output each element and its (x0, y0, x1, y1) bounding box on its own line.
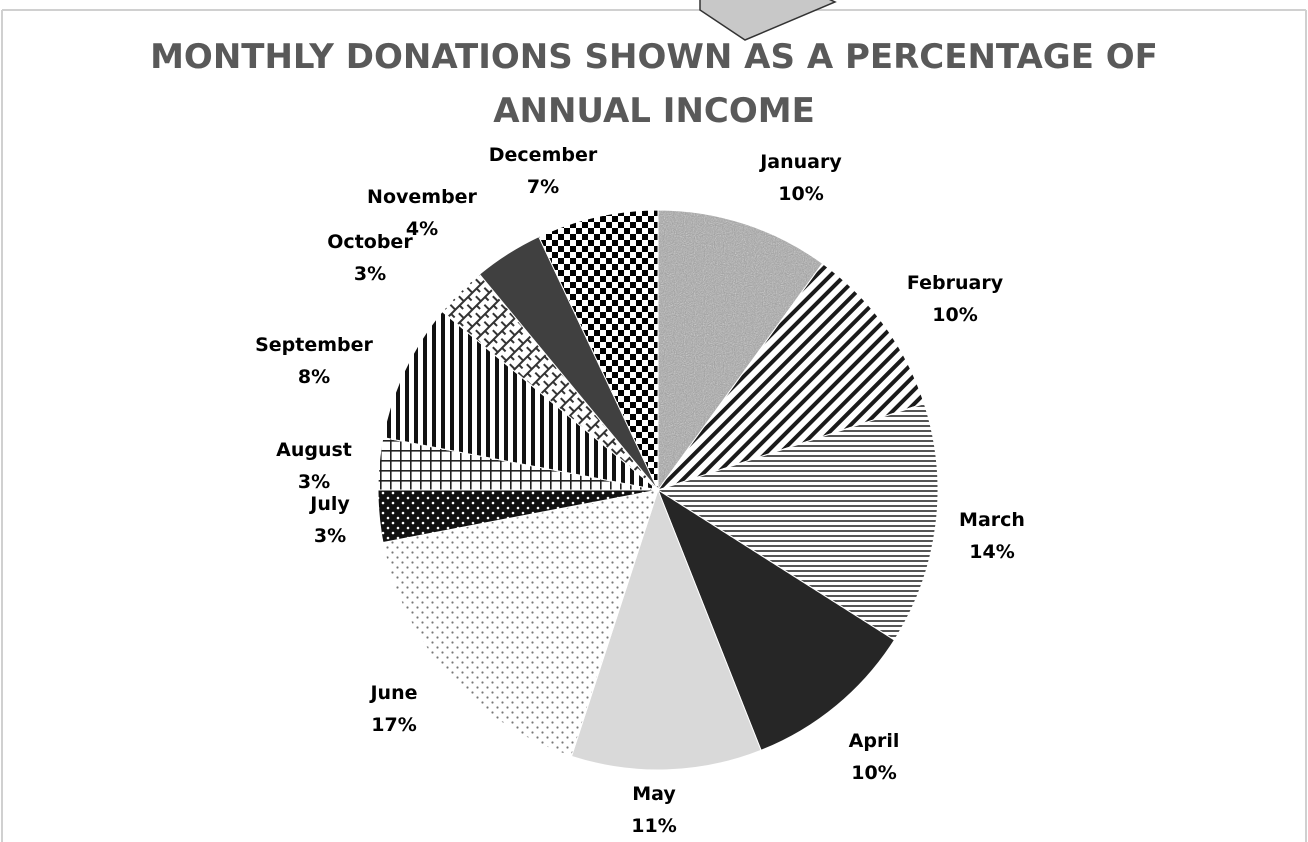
slice-value-october: 3% (354, 263, 386, 285)
slice-value-september: 8% (298, 366, 330, 388)
slice-value-may: 11% (631, 815, 676, 837)
slice-label-january: January (758, 151, 842, 173)
slice-label-may: May (632, 783, 676, 805)
chart-title-line-2: ANNUAL INCOME (493, 91, 815, 131)
slice-label-december: December (489, 144, 598, 166)
slice-label-july: July (308, 493, 350, 515)
slice-value-november: 4% (406, 218, 438, 240)
slice-label-november: November (367, 186, 478, 208)
slice-label-september: September (255, 334, 373, 356)
slice-label-august: August (276, 439, 352, 461)
callout-shape (699, 0, 837, 41)
slice-value-april: 10% (851, 762, 896, 784)
pie-slice-february (656, 262, 925, 491)
slice-label-april: April (849, 730, 900, 752)
pie-slice-june (382, 489, 659, 757)
slice-value-february: 10% (932, 304, 977, 326)
slice-label-june: June (368, 682, 417, 704)
slice-value-july: 3% (314, 525, 346, 547)
pie-slices (377, 209, 939, 771)
pie-labels: January 10% February 10% March 14% April 10% May… (255, 144, 1025, 837)
slice-value-december: 7% (527, 176, 559, 198)
pie-slice-january (657, 209, 824, 492)
pie-slice-may (570, 488, 762, 771)
pie-slice-march (656, 402, 939, 641)
slice-value-march: 14% (969, 541, 1014, 563)
chart-title-line-1: MONTHLY DONATIONS SHOWN AS A PERCENTAGE … (150, 37, 1158, 77)
slice-label-march: March (959, 509, 1025, 531)
pie-slice-april (656, 488, 896, 751)
slice-label-october: October (327, 231, 413, 253)
slice-value-august: 3% (298, 471, 330, 493)
slice-value-june: 17% (371, 714, 416, 736)
pie-slice-september (382, 310, 659, 491)
pie-slice-december (538, 209, 659, 491)
slice-label-february: February (907, 272, 1004, 294)
slice-value-january: 10% (778, 183, 823, 205)
